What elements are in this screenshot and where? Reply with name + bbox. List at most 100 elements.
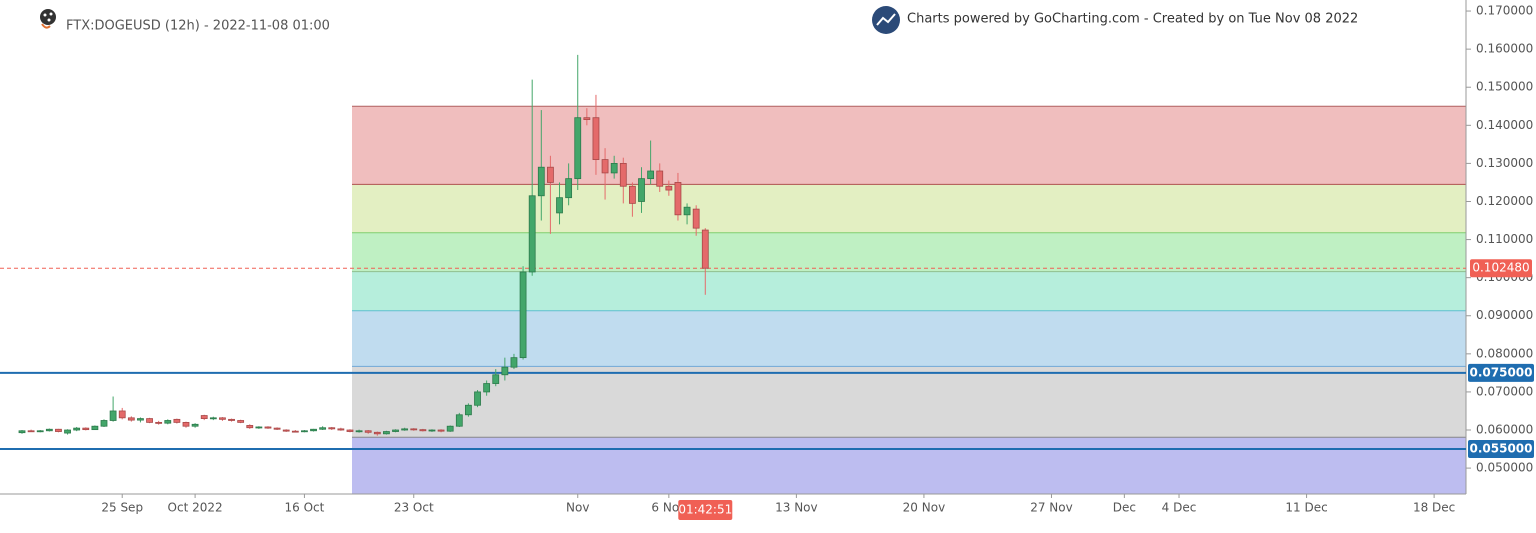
candle-body	[282, 429, 290, 432]
level-tag	[1468, 440, 1534, 459]
candle-body	[310, 428, 317, 432]
candle-body	[173, 418, 181, 423]
fib-zone	[352, 232, 1466, 272]
fib-zone	[352, 184, 1466, 233]
candle-body	[328, 427, 336, 430]
candle-body	[100, 420, 108, 427]
time-tag	[678, 500, 733, 520]
y-tick-label: 0.170000	[1476, 4, 1533, 18]
last-price-text: 0.102480	[1472, 261, 1529, 275]
candle-body	[82, 427, 90, 431]
candle-body	[537, 166, 545, 197]
plot-layer: 0.050000 0.060000 0.070000 0.080000 0.090000…	[0, 0, 1534, 520]
candle-body	[118, 410, 126, 419]
x-tick-label: 13 Nov	[775, 501, 818, 515]
candle-body	[373, 431, 381, 435]
candle-body	[483, 383, 491, 393]
x-tick-label: 27 Nov	[1030, 501, 1073, 515]
chart-subtitle: Charts powered by GoCharting.com - Creat…	[907, 12, 1358, 27]
candle-body	[18, 430, 26, 434]
candle-body	[392, 429, 399, 432]
y-tick-label: 0.080000	[1476, 346, 1533, 360]
chart-title: FTX:DOGEUSD (12h) - 2022-11-08 01:00	[66, 19, 330, 34]
x-tick-label: 25 Sep	[101, 501, 143, 515]
candle-body	[401, 428, 409, 431]
x-tick-label: 20 Nov	[903, 501, 946, 515]
logo	[40, 9, 56, 29]
candle-body	[583, 117, 591, 120]
candle-body	[137, 418, 144, 421]
candle-body	[146, 418, 153, 423]
candle-body	[246, 425, 254, 429]
candle-body	[565, 178, 573, 199]
candle-body	[683, 206, 691, 216]
candle-body	[428, 429, 436, 432]
x-tick-label: 23 Oct	[394, 501, 434, 515]
candle-body	[164, 420, 172, 424]
level-tag	[1468, 363, 1534, 382]
fib-zone	[352, 310, 1466, 367]
candle-body	[610, 162, 618, 174]
candle-body	[155, 421, 163, 424]
y-tick-label: 0.110000	[1476, 232, 1533, 246]
candle-body	[528, 195, 536, 273]
candle-body	[319, 427, 327, 430]
fib-zone	[352, 106, 1466, 185]
gocharting-icon	[872, 6, 900, 34]
last-price-tag	[1470, 259, 1532, 278]
candle-body	[91, 425, 99, 431]
candle-body	[182, 421, 190, 427]
candle-body	[27, 430, 35, 433]
candle-body	[419, 429, 427, 432]
candle-body	[629, 185, 636, 204]
candle-body	[383, 431, 390, 435]
x-tick-label: 18 Dec	[1413, 501, 1455, 515]
x-tick-label: 4 Dec	[1162, 501, 1197, 515]
candle-body	[219, 417, 226, 420]
candle-body	[465, 404, 472, 416]
candle-body	[127, 417, 135, 421]
candle-body	[638, 178, 645, 202]
candle-body	[556, 197, 563, 214]
candle-body	[346, 429, 354, 432]
candle-body	[574, 117, 582, 180]
candle-body	[592, 117, 600, 160]
candle-body	[519, 271, 527, 359]
candle-body	[474, 391, 481, 406]
candle-body	[337, 428, 345, 431]
candle-body	[364, 430, 372, 433]
time-tag-text: 01:42:51	[678, 503, 732, 517]
candle-body	[501, 366, 509, 376]
candle-body	[73, 427, 81, 431]
candle-body	[665, 185, 673, 191]
candle-body	[701, 229, 709, 269]
candle-body	[237, 420, 245, 423]
candle-body	[647, 170, 655, 180]
candle-body	[228, 418, 235, 421]
candle-body	[674, 182, 682, 216]
candle-body	[510, 357, 518, 368]
x-tick-label: 16 Oct	[285, 501, 325, 515]
level-tag-text: 0.075000	[1469, 365, 1532, 379]
y-tick-label: 0.140000	[1476, 118, 1533, 132]
x-tick-label: 11 Dec	[1285, 501, 1327, 515]
candle-body	[45, 428, 53, 432]
y-tick-label: 0.050000	[1476, 461, 1533, 475]
candle-body	[455, 414, 463, 427]
fib-zone	[352, 271, 1466, 311]
fib-zone	[352, 366, 1466, 438]
y-tick-label: 0.090000	[1476, 308, 1533, 322]
candle-body	[547, 166, 554, 183]
y-tick-label: 0.070000	[1476, 384, 1533, 398]
y-tick-label: 0.120000	[1476, 194, 1533, 208]
y-tick-label: 0.160000	[1476, 42, 1533, 56]
candle-body	[437, 429, 445, 432]
candle-body	[301, 430, 308, 433]
candle-body	[264, 426, 272, 429]
x-tick-label: Dec	[1113, 501, 1136, 515]
candle-body	[200, 415, 208, 419]
candle-body	[601, 159, 609, 174]
fib-zone	[352, 437, 1466, 494]
candle-body	[109, 410, 117, 421]
